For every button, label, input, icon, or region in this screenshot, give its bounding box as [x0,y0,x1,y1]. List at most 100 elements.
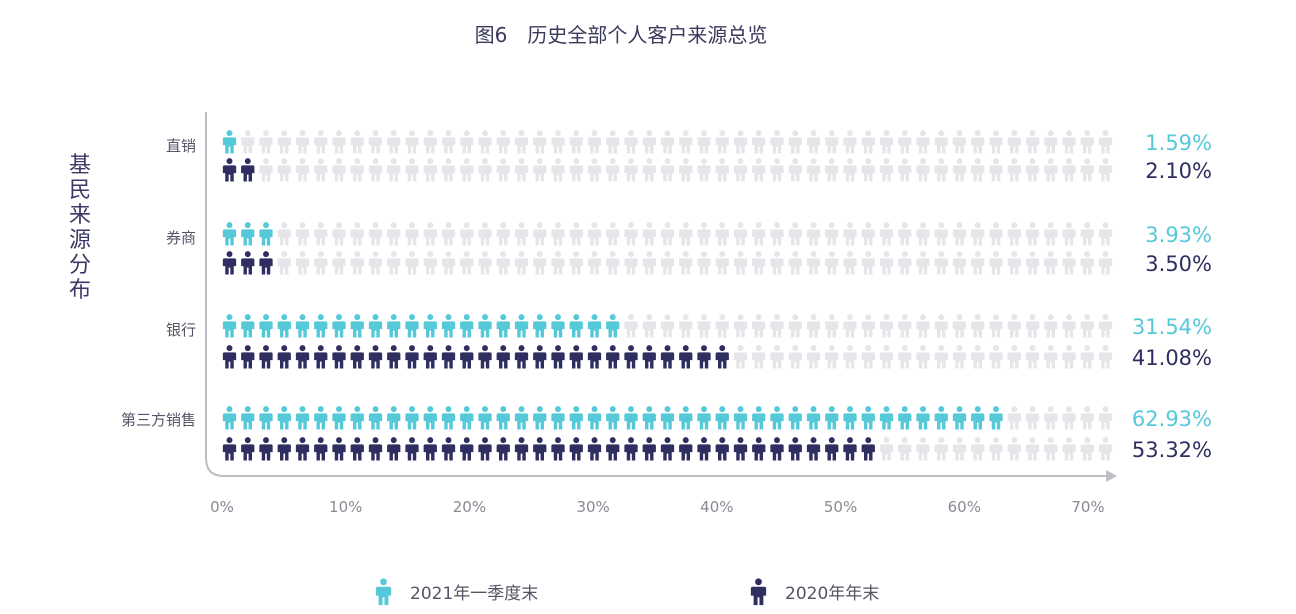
person-icon-empty [660,158,675,182]
category-label: 券商 [166,229,196,247]
person-icon-empty [770,222,784,246]
person-icon-empty [879,345,894,369]
person-icon-empty [332,222,346,246]
person-icon-empty [971,314,985,338]
person-icon-empty [514,251,529,275]
x-tick-label: 20% [453,498,486,516]
person-icon-filled [241,251,255,275]
pictograph-row [222,345,1113,369]
person-icon-empty [551,158,565,182]
person-icon-filled [295,437,310,461]
person-icon-empty [441,158,456,182]
person-icon-empty [1044,251,1058,275]
category-label: 第三方销售 [121,411,196,429]
person-icon-empty [952,130,967,154]
person-icon-filled [569,437,583,461]
person-icon-empty [843,158,857,182]
person-icon-empty [514,222,529,246]
person-icon-empty [606,251,620,275]
person-icon-empty [1062,314,1076,338]
person-icon-empty [843,345,857,369]
person-icon-empty [423,251,437,275]
person-icon-filled [660,345,675,369]
person-icon-empty [879,222,894,246]
person-icon-filled [259,406,273,430]
person-icon-empty [770,314,784,338]
person-icon-empty [1025,345,1040,369]
person-icon-empty [861,314,875,338]
person-icon-empty [697,314,711,338]
person-icon-empty [898,251,912,275]
person-icon-empty [989,437,1003,461]
person-icon-empty [368,158,383,182]
value-label: 41.08% [1132,346,1212,370]
person-icon-empty [496,130,510,154]
person-icon-empty [952,345,967,369]
person-icon-filled [350,345,364,369]
person-icon-empty [1044,437,1058,461]
person-icon-empty [788,158,802,182]
person-icon-filled [770,437,784,461]
person-icon-empty [1044,406,1058,430]
person-icon-empty [1044,314,1058,338]
person-icon-filled [806,406,821,430]
person-icon-filled [606,314,620,338]
person-icon-empty [898,130,912,154]
person-icon-filled [861,406,875,430]
person-icon-empty [624,222,638,246]
person-icon-filled [569,345,583,369]
person-icon-empty [533,158,547,182]
person-icon-filled [587,406,602,430]
person-icon-empty [1062,222,1076,246]
person-icon-empty [715,314,729,338]
y-axis-label-char: 布 [69,278,91,303]
person-icon-empty [423,158,437,182]
person-icon-empty [861,222,875,246]
person-icon-filled [733,406,748,430]
person-icon-empty [496,222,510,246]
person-icon-empty [916,222,930,246]
person-icon-empty [606,222,620,246]
person-icon-filled [514,406,529,430]
person-icon-filled [496,345,510,369]
person-icon-empty [606,130,620,154]
legend-label: 2021年一季度末 [410,584,538,604]
y-axis-label-char: 源 [69,228,91,253]
person-icon-empty [934,314,948,338]
person-icon-empty [898,158,912,182]
person-icon-empty [642,222,656,246]
person-icon-empty [916,251,930,275]
person-icon-empty [587,251,602,275]
person-icon-empty [569,222,583,246]
person-icon-empty [478,222,492,246]
person-icon-empty [624,251,638,275]
person-icon-empty [806,345,821,369]
person-icon-empty [916,130,930,154]
person-icon-empty [642,130,656,154]
person-icon-empty [898,437,912,461]
person-icon-empty [934,437,948,461]
person-icon-empty [606,158,620,182]
person-icon-filled [277,437,291,461]
person-icon-empty [989,314,1003,338]
value-label: 62.93% [1132,407,1212,431]
person-icon-empty [1098,251,1113,275]
person-icon-filled [606,437,620,461]
person-icon-empty [1007,130,1021,154]
person-icon-filled [441,406,456,430]
category-label: 直销 [166,137,196,155]
legend-person-icon [375,578,392,606]
person-icon-empty [989,345,1003,369]
person-icon-empty [1062,437,1076,461]
person-icon-empty [752,345,766,369]
person-icon-filled [551,345,565,369]
person-icon-filled [952,406,967,430]
person-icon-filled [259,251,273,275]
person-icon-empty [460,158,474,182]
person-icon-empty [989,222,1003,246]
person-icon-empty [1098,406,1113,430]
value-label: 2.10% [1145,159,1212,183]
person-icon-empty [1025,314,1040,338]
person-icon-empty [533,222,547,246]
person-icon-empty [952,222,967,246]
